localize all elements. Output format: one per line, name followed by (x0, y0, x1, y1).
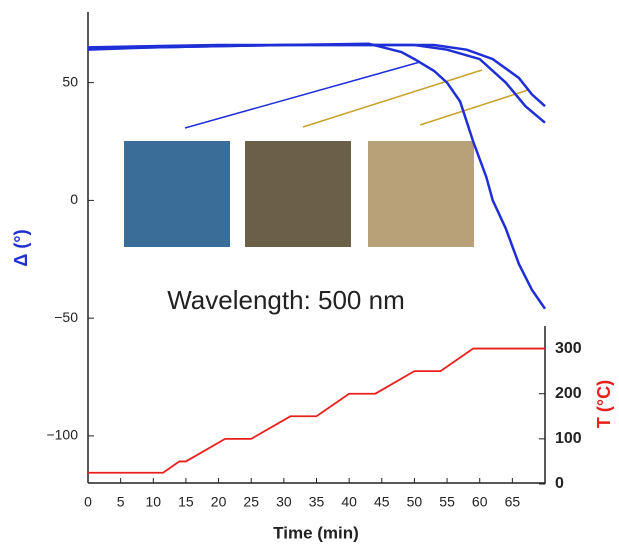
y2-tick-label: 300 (555, 340, 582, 357)
pointer-line (302, 69, 483, 128)
x-tick-label: 50 (407, 494, 423, 510)
x-tick-label: 60 (472, 494, 488, 510)
x-tick-label: 25 (243, 494, 259, 510)
y-tick-label: −50 (54, 309, 78, 325)
y2-tick-label: 100 (555, 430, 582, 447)
x-tick-label: 40 (341, 494, 357, 510)
x-tick-label: 15 (178, 494, 194, 510)
sample-image (368, 141, 474, 247)
y2-axis-label: T (°C) (594, 380, 614, 428)
x-tick-label: 45 (374, 494, 390, 510)
x-tick-label: 0 (84, 494, 92, 510)
y2-tick-label: 200 (555, 385, 582, 402)
y2-tick-label: 0 (555, 475, 564, 492)
x-tick-label: 5 (117, 494, 125, 510)
sample-image (124, 141, 230, 247)
y-tick-label: 0 (70, 191, 78, 207)
data-line (87, 43, 546, 124)
sample-image (245, 141, 351, 247)
x-tick-label: 10 (145, 494, 161, 510)
y-axis-label: Δ (°) (11, 229, 31, 266)
pointer-line (184, 61, 421, 129)
x-tick-label: 20 (211, 494, 227, 510)
x-tick-label: 55 (439, 494, 455, 510)
y-tick-label: 50 (62, 73, 78, 89)
data-line (87, 43, 546, 108)
x-tick-label: 65 (505, 494, 521, 510)
data-line (88, 347, 545, 474)
pointer-line (419, 89, 529, 126)
annotation: Wavelength: 500 nm (167, 285, 405, 315)
y-tick-label: −100 (46, 427, 78, 443)
x-axis-label: Time (min) (273, 523, 359, 542)
x-tick-label: 30 (276, 494, 292, 510)
x-tick-label: 35 (309, 494, 325, 510)
